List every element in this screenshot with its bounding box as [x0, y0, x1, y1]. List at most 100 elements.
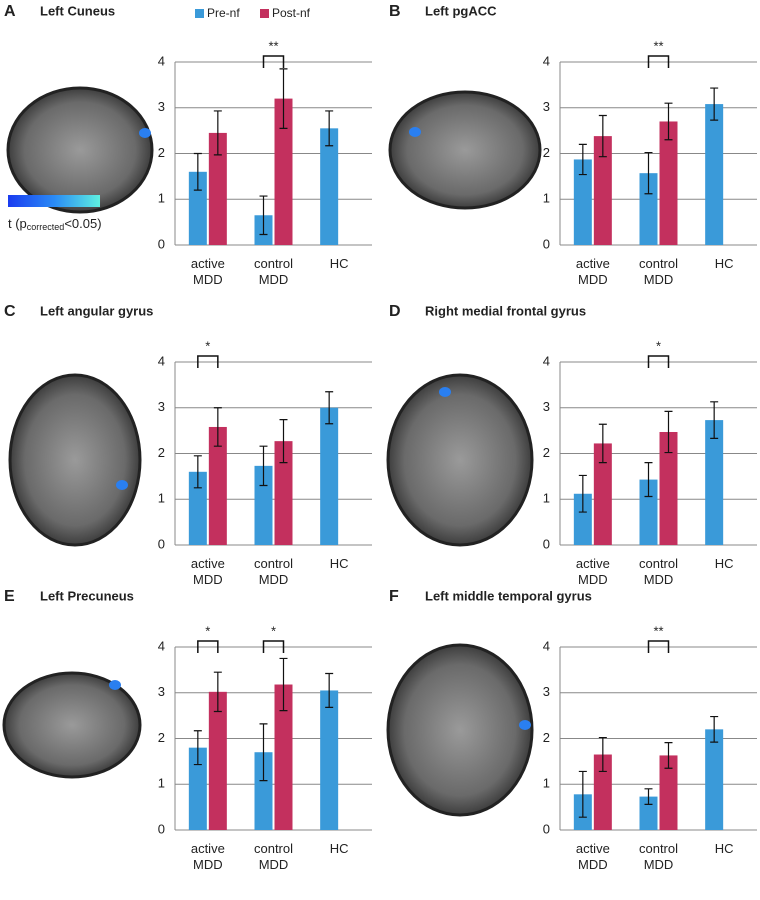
panel: C Left angular gyrus 0 1 2 3 4 active MDD control… — [4, 303, 372, 587]
error-bar — [213, 407, 222, 447]
error-bar — [193, 455, 202, 489]
brain-image — [6, 86, 154, 214]
panel: B Left pgACC 0 1 2 3 4 active MDD control MDD HC ** — [388, 3, 757, 287]
error-bar — [598, 423, 607, 464]
bar — [705, 729, 724, 830]
x-tick-label: control MDD — [639, 556, 678, 587]
y-tick-label: 4 — [543, 353, 550, 368]
legend-swatch — [260, 9, 269, 18]
error-bar — [259, 723, 268, 782]
y-tick-label: 1 — [543, 491, 550, 506]
bar — [274, 441, 293, 545]
panel: D Right medial frontal gyrus 0 1 2 3 4 active MD… — [386, 303, 757, 587]
colorbar-label-part: t (p — [8, 216, 27, 231]
error-bar — [325, 110, 334, 147]
x-tick-label: HC — [330, 841, 349, 856]
x-tick-label: active MDD — [576, 841, 610, 872]
significance-bracket — [262, 640, 285, 653]
x-tick-label: HC — [715, 556, 734, 571]
y-tick-label: 2 — [158, 145, 165, 160]
bar — [659, 431, 678, 545]
error-bar — [664, 102, 673, 141]
panel: E Left Precuneus 0 1 2 3 4 active MDD control MDD H… — [2, 588, 372, 872]
x-tick-label: active MDD — [191, 841, 225, 872]
x-tick-label: control MDD — [254, 256, 293, 287]
error-bar — [213, 671, 222, 713]
y-tick-label: 4 — [158, 638, 165, 653]
y-tick-label: 1 — [543, 191, 550, 206]
bar — [659, 755, 678, 830]
bar — [274, 98, 293, 245]
panel-letter: C — [4, 303, 16, 320]
x-tick-label: control MDD — [639, 841, 678, 872]
bar — [639, 173, 658, 245]
y-tick-label: 2 — [158, 445, 165, 460]
bar — [188, 171, 207, 245]
activation-blob — [109, 680, 121, 690]
activation-blob — [409, 127, 421, 137]
bar — [573, 159, 592, 245]
panel-letter: D — [389, 303, 401, 320]
y-tick-label: 3 — [158, 99, 165, 114]
y-tick-label: 0 — [158, 536, 165, 551]
bar — [254, 752, 273, 830]
significance-bracket — [647, 355, 670, 368]
colorbar-label-part: <0.05) — [64, 216, 101, 231]
x-tick-label: active MDD — [576, 556, 610, 587]
panel-title: Left middle temporal gyrus — [425, 588, 592, 603]
activation-blob — [139, 128, 151, 138]
panel-letter: B — [389, 3, 401, 20]
error-bar — [259, 445, 268, 487]
significance-bracket — [647, 55, 670, 68]
error-bar — [578, 474, 587, 513]
panel-title: Left pgACC — [425, 3, 497, 18]
y-tick-label: 4 — [543, 53, 550, 68]
y-tick-label: 3 — [158, 684, 165, 699]
bar — [705, 420, 724, 545]
activation-blob — [519, 720, 531, 730]
brain-image — [2, 671, 142, 779]
error-bar — [598, 736, 607, 773]
y-tick-label: 1 — [158, 191, 165, 206]
error-bar — [710, 87, 719, 121]
significance-label: * — [205, 338, 210, 353]
y-tick-label: 3 — [543, 99, 550, 114]
significance-label: * — [205, 623, 210, 638]
x-tick-label: HC — [715, 256, 734, 271]
significance-bracket — [262, 55, 285, 68]
y-tick-label: 0 — [543, 536, 550, 551]
y-tick-label: 0 — [158, 236, 165, 251]
y-tick-label: 2 — [543, 730, 550, 745]
error-bar — [279, 419, 288, 464]
error-bar — [259, 195, 268, 236]
significance-label: * — [656, 338, 661, 353]
bar — [593, 443, 612, 545]
x-tick-label: control MDD — [254, 556, 293, 587]
y-tick-label: 0 — [543, 821, 550, 836]
error-bar — [644, 151, 653, 195]
bar — [188, 747, 207, 830]
colorbar-label: t (pcorrected<0.05) — [8, 216, 102, 232]
error-bar — [193, 730, 202, 766]
bar — [573, 493, 592, 545]
bar — [705, 104, 724, 245]
y-tick-label: 1 — [158, 491, 165, 506]
significance-bracket — [197, 355, 219, 368]
y-tick-label: 4 — [158, 353, 165, 368]
y-tick-label: 3 — [158, 399, 165, 414]
panel: A Left Cuneus t (pcorrected<0.05) 0 1 2 3 4 acti… — [4, 3, 372, 287]
significance-bracket — [197, 640, 219, 653]
error-bar — [710, 715, 719, 743]
y-tick-label: 0 — [543, 236, 550, 251]
bar — [639, 479, 658, 545]
y-tick-label: 2 — [543, 145, 550, 160]
bar — [639, 796, 658, 830]
panel-letter: A — [4, 3, 16, 20]
x-tick-label: control MDD — [639, 256, 678, 287]
legend-swatch — [195, 9, 204, 18]
bar — [208, 426, 227, 545]
error-bar — [213, 110, 222, 156]
bar — [320, 128, 339, 245]
bar — [593, 754, 612, 830]
panel-title: Right medial frontal gyrus — [425, 303, 586, 318]
